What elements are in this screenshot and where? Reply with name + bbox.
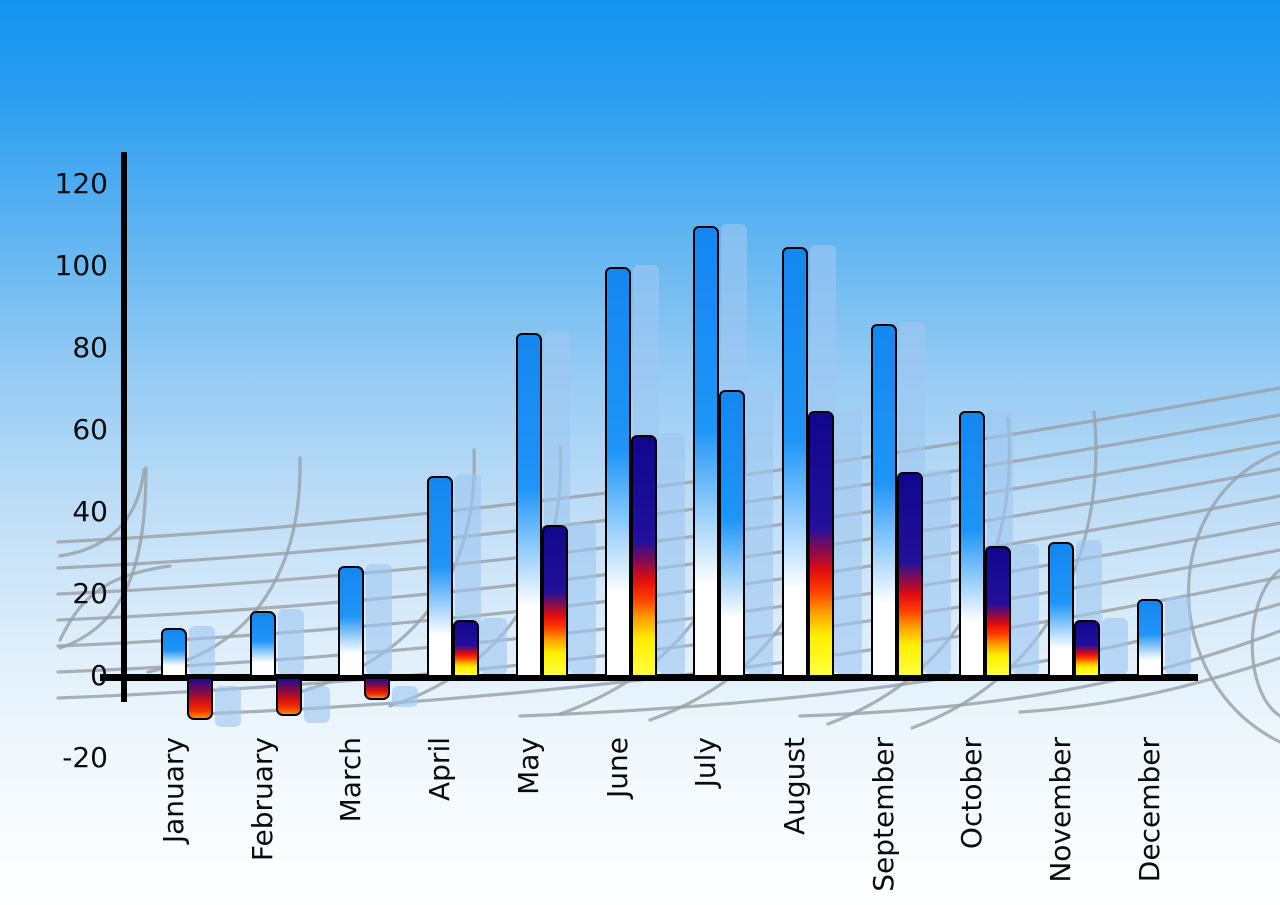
bar-shadow-november-2 xyxy=(1102,617,1128,675)
bar-october-series2 xyxy=(985,545,1012,677)
bar-shadow-september-2 xyxy=(924,470,951,675)
bar-shadow-july-2 xyxy=(747,388,774,675)
month-label-september: September xyxy=(866,737,900,892)
bar-july-series2 xyxy=(719,390,746,677)
bar-shadow-january-1 xyxy=(189,625,215,675)
month-label-december: December xyxy=(1132,737,1166,883)
bar-july-series1 xyxy=(693,226,720,677)
month-label-august: August xyxy=(777,737,811,835)
month-label-june: June xyxy=(600,737,634,798)
x-axis-line xyxy=(100,674,1198,681)
y-axis-line xyxy=(121,152,127,702)
bar-january-series2 xyxy=(187,679,213,720)
y-tick-label-120: 120 xyxy=(54,167,108,200)
bar-shadow-february-2 xyxy=(303,686,330,723)
month-label-february: February xyxy=(245,737,279,862)
grid-right-caps xyxy=(1186,450,1280,744)
bar-january-series1 xyxy=(161,627,187,677)
bar-september-series1 xyxy=(870,324,897,677)
y-tick-label-40: 40 xyxy=(72,495,108,528)
bar-shadow-october-2 xyxy=(1013,543,1040,675)
y-tick-label--20: -20 xyxy=(62,741,108,774)
y-tick-label-100: 100 xyxy=(54,249,108,282)
bar-february-series2 xyxy=(275,679,302,716)
bar-shadow-march-1 xyxy=(366,564,393,675)
bar-shadow-august-2 xyxy=(835,408,862,675)
month-label-october: October xyxy=(955,737,989,850)
bar-march-series2 xyxy=(364,679,391,700)
bar-shadow-june-2 xyxy=(658,433,685,675)
bar-shadow-february-1 xyxy=(277,609,304,675)
bar-shadow-march-2 xyxy=(392,686,419,707)
bar-august-series2 xyxy=(807,410,834,677)
y-tick-label-0: 0 xyxy=(90,659,108,692)
bar-february-series1 xyxy=(249,611,276,677)
bar-shadow-december-1 xyxy=(1164,597,1191,675)
month-label-january: January xyxy=(157,737,190,844)
bar-september-series2 xyxy=(896,472,923,677)
bar-december-series1 xyxy=(1136,599,1163,677)
bar-august-series1 xyxy=(781,246,808,677)
month-label-april: April xyxy=(423,737,457,801)
bar-october-series1 xyxy=(959,410,986,677)
bar-shadow-january-2 xyxy=(215,686,241,727)
bar-november-series1 xyxy=(1048,541,1074,677)
bar-june-series1 xyxy=(604,267,631,677)
bar-march-series1 xyxy=(338,566,365,677)
month-label-july: July xyxy=(689,737,723,788)
bar-shadow-may-2 xyxy=(569,523,596,675)
bar-shadow-april-2 xyxy=(481,617,508,675)
bar-june-series2 xyxy=(630,435,657,677)
month-label-may: May xyxy=(511,737,545,795)
bar-may-series1 xyxy=(515,332,542,677)
bar-april-series1 xyxy=(427,476,454,677)
y-tick-label-20: 20 xyxy=(72,577,108,610)
y-tick-label-80: 80 xyxy=(72,331,108,364)
month-label-march: March xyxy=(334,737,368,823)
bar-november-series2 xyxy=(1074,619,1100,677)
y-tick-label-60: 60 xyxy=(72,413,108,446)
month-label-november: November xyxy=(1044,737,1077,883)
bar-april-series2 xyxy=(453,619,480,677)
bar-may-series2 xyxy=(541,525,568,677)
